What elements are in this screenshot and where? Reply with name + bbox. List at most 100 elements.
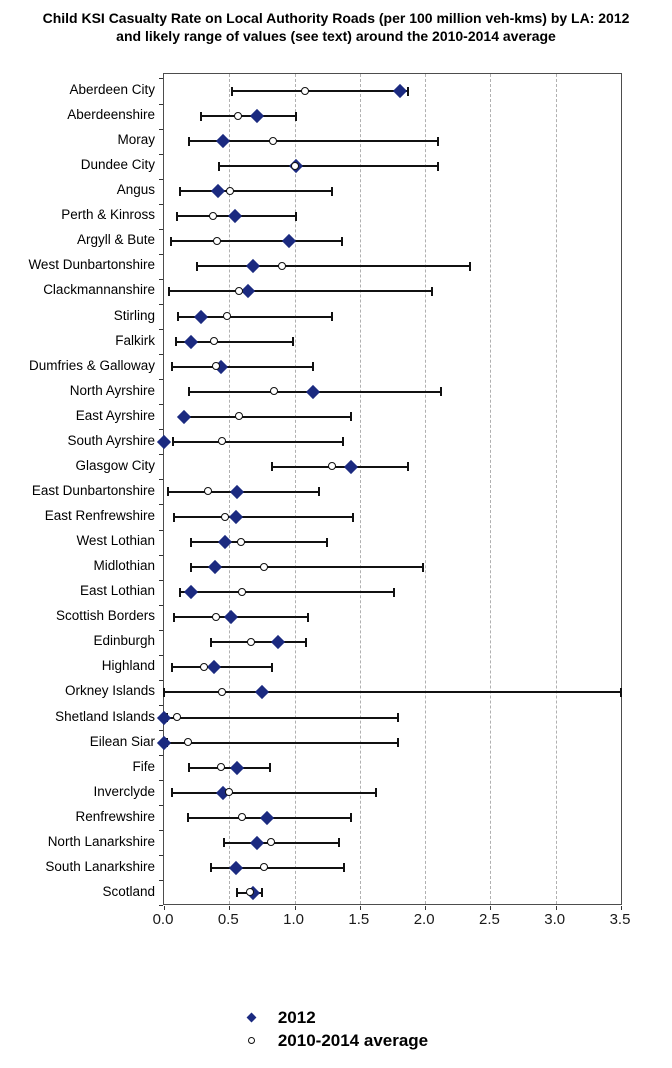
grid-line [490,74,492,904]
range-cap-high [292,337,295,347]
x-axis-tick [621,906,622,910]
marker-2012-diamond [223,610,238,625]
y-axis-tick [159,755,163,757]
y-axis-tick [159,128,163,130]
x-tick-label: 2.0 [413,911,435,928]
row-label: North Ayrshire [69,382,155,398]
y-axis-tick [159,278,163,280]
marker-2012-diamond [230,484,245,500]
range-cap-high [341,437,344,447]
marker-average-circle [278,261,287,270]
range-cap-low [176,211,179,221]
y-axis-tick [159,679,163,681]
y-axis-tick [159,479,163,481]
range-cap-low [199,111,202,121]
marker-average-circle [266,838,275,847]
marker-average-circle [260,863,269,872]
row-label: Stirling [113,307,155,323]
marker-average-circle [184,738,193,747]
range-cap-high [421,562,424,572]
range-cap-high [396,738,399,748]
row-label: Clackmannanshire [43,282,155,298]
x-tick-label: 0.0 [152,911,174,928]
range-cap-high [392,587,395,597]
marker-2012-diamond [254,685,269,700]
range-line [171,791,376,794]
range-cap-high [326,537,329,547]
legend-label-average: 2010-2014 average [277,1030,429,1050]
marker-2012-diamond [305,384,320,399]
row-label: North Lanarkshire [47,833,155,849]
marker-average-circle [300,86,309,95]
y-axis-tick [159,805,163,807]
range-line [191,541,328,544]
range-cap-low [187,763,190,773]
row-label: Dundee City [80,157,155,173]
range-line [231,90,409,92]
marker-average-circle [210,337,219,346]
row-label: Glasgow City [75,457,155,473]
row-label: Midlothian [93,558,155,574]
x-tick-label: 3.5 [609,911,631,928]
row-label: East Ayrshire [75,407,155,423]
row-label: Eilean Siar [89,733,155,749]
marker-average-circle [216,763,225,772]
x-axis-tick [229,906,231,910]
range-cap-high [306,612,309,622]
range-line [174,616,308,619]
y-axis-tick [159,730,163,732]
marker-average-circle [235,412,244,421]
range-cap-high [349,412,352,422]
y-axis-tick [159,855,163,857]
range-cap-low [186,813,189,823]
marker-2012-diamond [249,835,264,850]
marker-average-circle [209,211,218,220]
y-axis-tick [159,78,163,80]
row-label: East Dunbartonshire [31,482,155,498]
range-line [166,741,398,744]
y-axis-tick [159,529,163,531]
range-cap-high [374,788,377,798]
range-cap-low [173,512,176,522]
marker-average-circle [211,612,220,621]
y-axis-tick [159,329,163,331]
marker-2012-diamond [156,735,172,750]
range-line [166,716,398,719]
range-line [200,115,296,118]
chart-legend: 2012 2010-2014 average [0,1006,672,1052]
marker-average-circle [236,537,245,546]
y-axis-tick [159,228,163,230]
marker-2012-diamond [230,760,245,775]
range-line [175,340,294,343]
range-cap-high [337,838,340,848]
y-axis-tick [159,354,163,356]
marker-average-circle [237,587,246,596]
marker-2012-diamond [228,860,243,875]
marker-average-circle [235,286,244,295]
range-line [179,591,394,594]
diamond-icon [246,1012,257,1023]
x-tick-label: 3.0 [544,911,566,928]
y-axis-tick [159,704,163,706]
y-axis-tick [159,905,163,907]
range-cap-low [169,236,172,246]
chart-title: Child KSI Casualty Rate on Local Authori… [42,10,630,44]
range-cap-high [468,261,471,271]
circle-icon [247,1037,255,1044]
range-cap-low [195,261,198,271]
marker-2012-diamond [270,635,285,650]
range-cap-low [187,387,190,397]
y-axis-tick [159,880,163,882]
range-cap-high [268,763,271,773]
marker-2012-diamond [343,459,358,474]
range-line [171,666,273,669]
marker-average-circle [213,236,222,245]
marker-average-circle [211,362,220,371]
range-cap-low [170,662,173,672]
range-cap-low [172,437,175,447]
grid-line [294,74,296,904]
y-axis-tick [159,304,163,305]
range-cap-low [166,487,169,497]
marker-2012-diamond [215,134,230,149]
range-cap-low [210,863,212,873]
